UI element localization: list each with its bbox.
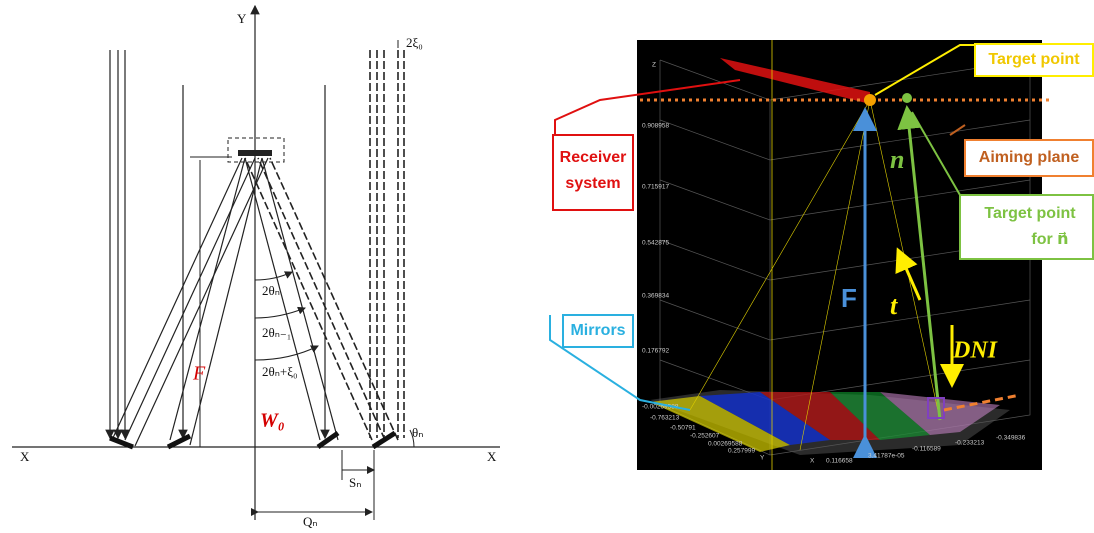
label: 2θₙ+ξ₀: [262, 364, 298, 379]
axis-label: X: [810, 458, 815, 465]
shape: [760, 392, 880, 440]
label: n⃗: [890, 145, 925, 174]
label: DNI⃗: [952, 338, 1016, 364]
shape: [169, 157, 246, 441]
tick-label: -0.00269588: [642, 404, 679, 411]
axis-label: X: [20, 449, 30, 464]
shape: [254, 271, 293, 281]
label: t⃗: [890, 291, 917, 320]
plot-frame: [659, 59, 1031, 456]
shape: [166, 433, 192, 450]
shape: [689, 99, 871, 411]
label: Qₙ: [303, 514, 318, 529]
shape: [659, 119, 1031, 401]
tick-label: -0.763213: [650, 415, 680, 422]
callout-line: [911, 111, 961, 196]
label: 2ξ₀: [406, 35, 423, 50]
shape: [257, 157, 386, 441]
axis-label: Y: [760, 455, 765, 462]
tick-label: 0.257999: [728, 448, 755, 455]
left-diagram: Y X X 2ξ₀ F W₀ 2θₙ 2θₙ₋₁ 2θₙ+ξ₀ θₙ Sₙ Qₙ: [12, 4, 500, 529]
callout-text: for n⃗: [1031, 231, 1068, 248]
callout-box: [964, 139, 1094, 177]
shape: [261, 157, 339, 441]
shape: [316, 430, 340, 450]
shape: [254, 345, 319, 361]
angle-arcs: [254, 271, 415, 448]
tick-label: -0.50791: [670, 425, 696, 432]
tick-label: 0.908958: [642, 123, 669, 130]
label: W₀: [260, 410, 285, 432]
shape: [189, 157, 263, 446]
label: 2θₙ: [262, 283, 280, 298]
shape: [109, 435, 134, 450]
callout-text: Mirrors: [570, 322, 625, 339]
tangent-arrow: [895, 247, 922, 301]
label: θₙ: [412, 425, 423, 440]
tick-label: 0.542875: [642, 240, 669, 247]
receiver-box: [227, 137, 285, 163]
callout-text: Target point: [988, 51, 1080, 68]
tick-label: 0.369834: [642, 293, 669, 300]
label: Sₙ: [349, 475, 361, 490]
shape: [409, 429, 415, 448]
callout-box: [562, 314, 634, 348]
shape: [269, 157, 399, 441]
axis-label: Y: [237, 11, 247, 26]
incident-rays: [105, 50, 405, 440]
tick-label: -0.349836: [996, 435, 1026, 442]
mirror-marker: [927, 397, 945, 419]
tick-label: 0.116658: [826, 458, 853, 465]
callout-text: Aiming plane: [979, 149, 1080, 166]
tick-label: 0.176792: [642, 348, 669, 355]
reflected-rays: [111, 157, 399, 447]
shape: [134, 157, 269, 447]
label: 2θₙ₋₁: [262, 325, 291, 340]
shape: [244, 157, 321, 441]
callout-box: [552, 134, 634, 211]
label: F: [841, 283, 857, 313]
shape: [111, 157, 243, 441]
normal-arrow: [897, 105, 942, 421]
mirrors: [109, 430, 397, 450]
callout-text: Target point: [984, 205, 1076, 222]
tick-label: 3.41787e-05: [868, 453, 905, 460]
shape: [254, 306, 306, 319]
target-point: [864, 94, 876, 106]
shape: [244, 157, 373, 441]
callout-box: [974, 43, 1094, 77]
tick-label: -0.233213: [955, 440, 985, 447]
axis-label: X: [487, 449, 497, 464]
axis-label: Z: [652, 62, 656, 69]
callout-line: [549, 315, 691, 411]
tick-label: -0.116589: [912, 446, 941, 453]
shape: [124, 157, 256, 441]
callout-text: system: [565, 175, 620, 192]
callout-text: Receiver: [560, 149, 627, 166]
right-diagram: F n⃗ t⃗ DNI⃗ Z 0.908958 0.715917 0.54287…: [549, 40, 1094, 470]
tick-label: 0.715917: [642, 184, 669, 191]
receiver: [238, 150, 272, 156]
receiver-heliostat-field: [720, 58, 870, 104]
shape: [371, 430, 397, 450]
callout-line: [874, 44, 975, 96]
label: F: [192, 363, 206, 385]
callout-line: [554, 79, 741, 135]
callout-line: [949, 124, 966, 136]
shape: [700, 392, 830, 445]
callout-box: [959, 194, 1094, 260]
target-point-n: [902, 93, 912, 103]
tick-label: 0.00269588: [708, 441, 743, 448]
tick-label: -0.252607: [690, 433, 720, 440]
